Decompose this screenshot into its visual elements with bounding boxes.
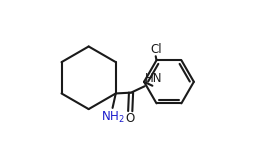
Text: NH$_2$: NH$_2$ (101, 110, 124, 125)
Text: O: O (126, 112, 135, 125)
Text: HN: HN (145, 72, 163, 85)
Text: Cl: Cl (150, 43, 162, 56)
